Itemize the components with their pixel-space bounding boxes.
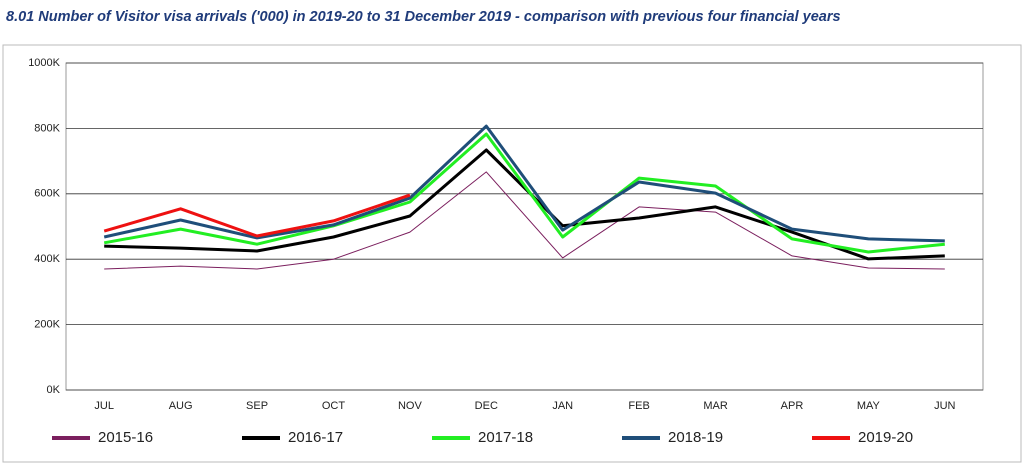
x-tick-label: JUL <box>94 400 114 412</box>
x-tick-label: SEP <box>246 400 268 412</box>
series-line <box>103 132 945 254</box>
y-tick-label: 800K <box>34 122 60 134</box>
series-line <box>104 171 945 270</box>
y-tick-label: 0K <box>47 384 61 396</box>
x-tick-label: NOV <box>398 400 423 412</box>
x-tick-label: MAR <box>703 400 728 412</box>
y-tick-label: 400K <box>34 253 60 265</box>
legend-label: 2019-20 <box>858 429 913 446</box>
series-line <box>103 124 945 243</box>
x-tick-label: FEB <box>628 400 649 412</box>
y-tick-label: 1000K <box>28 57 60 69</box>
legend-label: 2016-17 <box>288 429 343 446</box>
x-tick-label: MAY <box>857 400 881 412</box>
chart-frame <box>2 44 1022 463</box>
y-tick-label: 200K <box>34 319 60 331</box>
x-tick-label: JUN <box>934 400 955 412</box>
x-tick-label: JAN <box>552 400 573 412</box>
series-line <box>103 193 411 238</box>
legend-label: 2017-18 <box>478 429 533 446</box>
legend-label: 2015-16 <box>98 429 153 446</box>
x-tick-label: AUG <box>169 400 193 412</box>
x-tick-label: APR <box>781 400 804 412</box>
chart-title: 8.01 Number of Visitor visa arrivals ('0… <box>6 9 841 25</box>
legend-label: 2018-19 <box>668 429 723 446</box>
x-tick-label: DEC <box>475 400 498 412</box>
x-tick-label: OCT <box>322 400 346 412</box>
y-tick-label: 600K <box>34 188 60 200</box>
